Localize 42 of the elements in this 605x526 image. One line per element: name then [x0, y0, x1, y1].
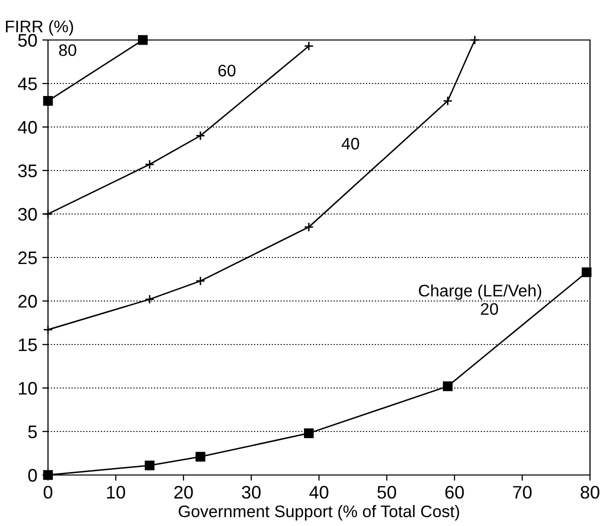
- point: [442, 381, 453, 392]
- x-tick-label: 50: [377, 486, 396, 499]
- y-tick-label: 50: [18, 34, 37, 47]
- point: [442, 96, 453, 106]
- series-label: 40: [342, 138, 360, 150]
- x-tick-label: 20: [174, 486, 193, 499]
- y-tick-label: 25: [18, 251, 37, 264]
- x-tick-label: 0: [44, 486, 52, 499]
- y-tick-label: 35: [18, 164, 37, 178]
- y-tick-label: 15: [18, 338, 37, 352]
- x-tick-label: 60: [445, 486, 464, 499]
- y-tick-label: 10: [18, 382, 37, 395]
- point: [304, 222, 314, 232]
- legend-title: Charge (LE/Veh): [418, 284, 542, 300]
- point: [144, 160, 154, 170]
- point: [144, 294, 154, 304]
- series-label: 60: [218, 64, 236, 76]
- y-tick-label: 40: [18, 120, 37, 134]
- y-tick-label: 5: [28, 426, 37, 438]
- point: [43, 324, 53, 335]
- series-label: 20: [480, 303, 498, 315]
- point: [144, 460, 154, 470]
- point: [582, 267, 592, 278]
- x-tick-label: 40: [309, 486, 328, 499]
- y-tick-label: 0: [28, 468, 37, 482]
- y-tick-label: 30: [18, 208, 37, 221]
- point: [304, 428, 314, 438]
- series-label: 80: [59, 44, 76, 56]
- point: [43, 96, 53, 106]
- point: [138, 35, 148, 45]
- x-tick-label: 80: [580, 486, 600, 499]
- x-axis-title: Government Support (% of Total Cost): [178, 505, 460, 521]
- point: [196, 452, 206, 462]
- point: [196, 130, 206, 141]
- y-tick-label: 20: [18, 294, 37, 308]
- x-tick-label: 10: [107, 486, 126, 499]
- x-tick-label: 30: [242, 486, 261, 499]
- point: [470, 35, 480, 45]
- point: [304, 41, 314, 51]
- x-tick-label: 70: [513, 486, 532, 499]
- point: [196, 276, 206, 286]
- y-tick-label: 45: [18, 78, 37, 90]
